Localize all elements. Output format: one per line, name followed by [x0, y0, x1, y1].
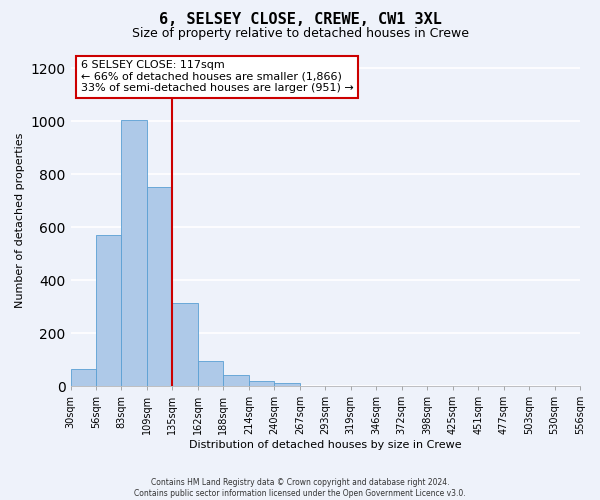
Text: 6 SELSEY CLOSE: 117sqm
← 66% of detached houses are smaller (1,866)
33% of semi-: 6 SELSEY CLOSE: 117sqm ← 66% of detached… — [81, 60, 353, 93]
Bar — [121, 120, 147, 386]
X-axis label: Distribution of detached houses by size in Crewe: Distribution of detached houses by size … — [189, 440, 461, 450]
Bar — [147, 188, 172, 386]
Text: 6, SELSEY CLOSE, CREWE, CW1 3XL: 6, SELSEY CLOSE, CREWE, CW1 3XL — [158, 12, 442, 28]
Bar — [198, 361, 223, 386]
Text: Contains HM Land Registry data © Crown copyright and database right 2024.
Contai: Contains HM Land Registry data © Crown c… — [134, 478, 466, 498]
Bar — [223, 376, 249, 386]
Bar — [71, 369, 96, 386]
Bar — [172, 302, 198, 386]
Bar — [96, 235, 121, 386]
Bar — [249, 380, 274, 386]
Text: Size of property relative to detached houses in Crewe: Size of property relative to detached ho… — [131, 28, 469, 40]
Bar — [274, 384, 300, 386]
Y-axis label: Number of detached properties: Number of detached properties — [15, 133, 25, 308]
